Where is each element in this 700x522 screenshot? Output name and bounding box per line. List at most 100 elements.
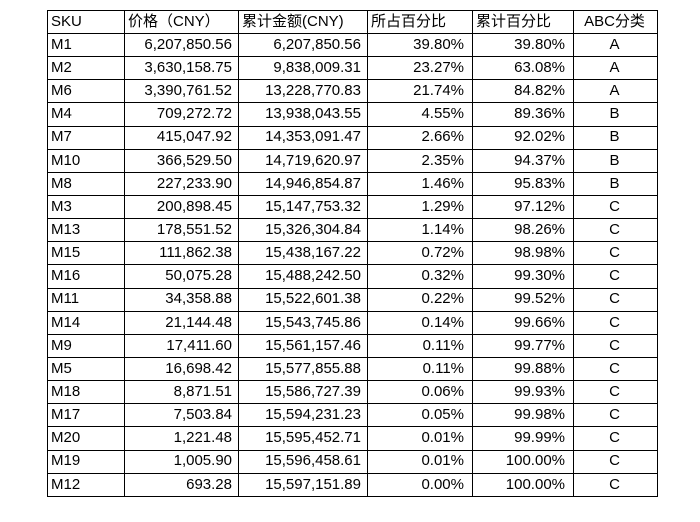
cell-abc-class: C bbox=[573, 403, 658, 428]
cell-percent-share: 39.80% bbox=[367, 32, 473, 58]
cell-abc-class: C bbox=[573, 264, 658, 289]
cell-cumulative-amount: 15,438,167.22 bbox=[238, 241, 368, 266]
cell-abc-class: A bbox=[573, 79, 658, 104]
cell-abc-class: C bbox=[573, 333, 658, 358]
cell-sku: M7 bbox=[47, 125, 125, 150]
cell-price: 50,075.28 bbox=[124, 264, 239, 289]
cell-price: 693.28 bbox=[124, 472, 239, 498]
cell-percent-share: 2.35% bbox=[367, 148, 473, 173]
cell-cumulative-amount: 6,207,850.56 bbox=[238, 32, 368, 58]
cell-percent-share: 2.66% bbox=[367, 125, 473, 150]
cell-sku: M2 bbox=[47, 56, 125, 81]
table-row: M1 6,207,850.56 6,207,850.56 39.80% 39.80% A bbox=[47, 32, 658, 58]
table-body: M1 6,207,850.56 6,207,850.56 39.80% 39.80% A M… bbox=[47, 32, 658, 498]
cell-cumulative-amount: 14,719,620.97 bbox=[238, 148, 368, 173]
cell-price: 1,005.90 bbox=[124, 449, 239, 474]
cell-sku: M5 bbox=[47, 356, 125, 382]
cell-sku: M16 bbox=[47, 264, 125, 289]
cell-sku: M19 bbox=[47, 449, 125, 474]
cell-abc-class: C bbox=[573, 218, 658, 243]
cell-price: 415,047.92 bbox=[124, 125, 239, 150]
table-row: M14 21,144.48 15,543,745.86 0.14% 99.66% C bbox=[47, 310, 658, 335]
cell-cumulative-percent: 95.83% bbox=[472, 171, 574, 196]
cell-sku: M8 bbox=[47, 171, 125, 196]
cell-percent-share: 23.27% bbox=[367, 56, 473, 81]
cell-cumulative-amount: 14,353,091.47 bbox=[238, 125, 368, 150]
cell-price: 1,221.48 bbox=[124, 426, 239, 451]
column-header-sku: SKU bbox=[47, 10, 125, 34]
table-row: M2 3,630,158.75 9,838,009.31 23.27% 63.08% A bbox=[47, 56, 658, 81]
cell-price: 21,144.48 bbox=[124, 310, 239, 335]
table-row: M6 3,390,761.52 13,228,770.83 21.74% 84.82% A bbox=[47, 79, 658, 104]
cell-abc-class: C bbox=[573, 241, 658, 266]
cell-percent-share: 21.74% bbox=[367, 79, 473, 104]
cell-abc-class: B bbox=[573, 171, 658, 196]
table-row: M16 50,075.28 15,488,242.50 0.32% 99.30% C bbox=[47, 264, 658, 289]
cell-cumulative-amount: 14,946,854.87 bbox=[238, 171, 368, 196]
cell-percent-share: 0.01% bbox=[367, 449, 473, 474]
cell-percent-share: 0.06% bbox=[367, 380, 473, 405]
table-row: M20 1,221.48 15,595,452.71 0.01% 99.99% C bbox=[47, 426, 658, 451]
cell-price: 6,207,850.56 bbox=[124, 32, 239, 58]
cell-cumulative-percent: 89.36% bbox=[472, 102, 574, 127]
cell-percent-share: 1.14% bbox=[367, 218, 473, 243]
cell-sku: M15 bbox=[47, 241, 125, 266]
cell-cumulative-amount: 15,147,753.32 bbox=[238, 194, 368, 220]
header-row: SKU 价格（CNY） 累计金额(CNY) 所占百分比 累计百分比 ABC分类 bbox=[47, 10, 658, 34]
cell-cumulative-percent: 97.12% bbox=[472, 194, 574, 220]
cell-sku: M13 bbox=[47, 218, 125, 243]
table-row: M10 366,529.50 14,719,620.97 2.35% 94.37% B bbox=[47, 148, 658, 173]
cell-cumulative-percent: 99.99% bbox=[472, 426, 574, 451]
cell-price: 8,871.51 bbox=[124, 380, 239, 405]
cell-price: 7,503.84 bbox=[124, 403, 239, 428]
table-row: M17 7,503.84 15,594,231.23 0.05% 99.98% C bbox=[47, 403, 658, 428]
column-header-percent-share: 所占百分比 bbox=[367, 10, 473, 34]
table-row: M13 178,551.52 15,326,304.84 1.14% 98.26% C bbox=[47, 218, 658, 243]
cell-sku: M17 bbox=[47, 403, 125, 428]
cell-cumulative-amount: 15,597,151.89 bbox=[238, 472, 368, 498]
cell-cumulative-percent: 98.98% bbox=[472, 241, 574, 266]
cell-sku: M10 bbox=[47, 148, 125, 173]
cell-cumulative-amount: 15,596,458.61 bbox=[238, 449, 368, 474]
cell-abc-class: C bbox=[573, 472, 658, 498]
cell-percent-share: 0.11% bbox=[367, 333, 473, 358]
cell-price: 366,529.50 bbox=[124, 148, 239, 173]
table-row: M9 17,411.60 15,561,157.46 0.11% 99.77% C bbox=[47, 333, 658, 358]
cell-cumulative-percent: 99.98% bbox=[472, 403, 574, 428]
cell-sku: M20 bbox=[47, 426, 125, 451]
cell-percent-share: 0.14% bbox=[367, 310, 473, 335]
cell-percent-share: 0.22% bbox=[367, 287, 473, 312]
table-row: M15 111,862.38 15,438,167.22 0.72% 98.98% C bbox=[47, 241, 658, 266]
table-row: M8 227,233.90 14,946,854.87 1.46% 95.83% B bbox=[47, 171, 658, 196]
abc-analysis-sheet: SKU 价格（CNY） 累计金额(CNY) 所占百分比 累计百分比 ABC分类 M1 6,2… bbox=[47, 10, 658, 498]
cell-cumulative-percent: 100.00% bbox=[472, 449, 574, 474]
cell-abc-class: C bbox=[573, 287, 658, 312]
cell-cumulative-amount: 15,561,157.46 bbox=[238, 333, 368, 358]
cell-percent-share: 0.32% bbox=[367, 264, 473, 289]
cell-percent-share: 0.00% bbox=[367, 472, 473, 498]
cell-price: 178,551.52 bbox=[124, 218, 239, 243]
cell-abc-class: B bbox=[573, 102, 658, 127]
table-row: M18 8,871.51 15,586,727.39 0.06% 99.93% C bbox=[47, 380, 658, 405]
cell-percent-share: 1.46% bbox=[367, 171, 473, 196]
cell-cumulative-amount: 9,838,009.31 bbox=[238, 56, 368, 81]
cell-cumulative-percent: 63.08% bbox=[472, 56, 574, 81]
cell-percent-share: 0.11% bbox=[367, 356, 473, 382]
cell-sku: M14 bbox=[47, 310, 125, 335]
cell-cumulative-percent: 99.88% bbox=[472, 356, 574, 382]
table-row: M11 34,358.88 15,522,601.38 0.22% 99.52% C bbox=[47, 287, 658, 312]
cell-abc-class: C bbox=[573, 310, 658, 335]
cell-sku: M18 bbox=[47, 380, 125, 405]
cell-sku: M1 bbox=[47, 32, 125, 58]
cell-abc-class: B bbox=[573, 125, 658, 150]
cell-abc-class: C bbox=[573, 426, 658, 451]
cell-abc-class: C bbox=[573, 380, 658, 405]
cell-price: 3,390,761.52 bbox=[124, 79, 239, 104]
cell-cumulative-percent: 94.37% bbox=[472, 148, 574, 173]
cell-cumulative-amount: 15,594,231.23 bbox=[238, 403, 368, 428]
column-header-price: 价格（CNY） bbox=[124, 10, 239, 34]
cell-cumulative-percent: 99.66% bbox=[472, 310, 574, 335]
cell-cumulative-percent: 84.82% bbox=[472, 79, 574, 104]
cell-cumulative-amount: 15,488,242.50 bbox=[238, 264, 368, 289]
cell-cumulative-percent: 98.26% bbox=[472, 218, 574, 243]
